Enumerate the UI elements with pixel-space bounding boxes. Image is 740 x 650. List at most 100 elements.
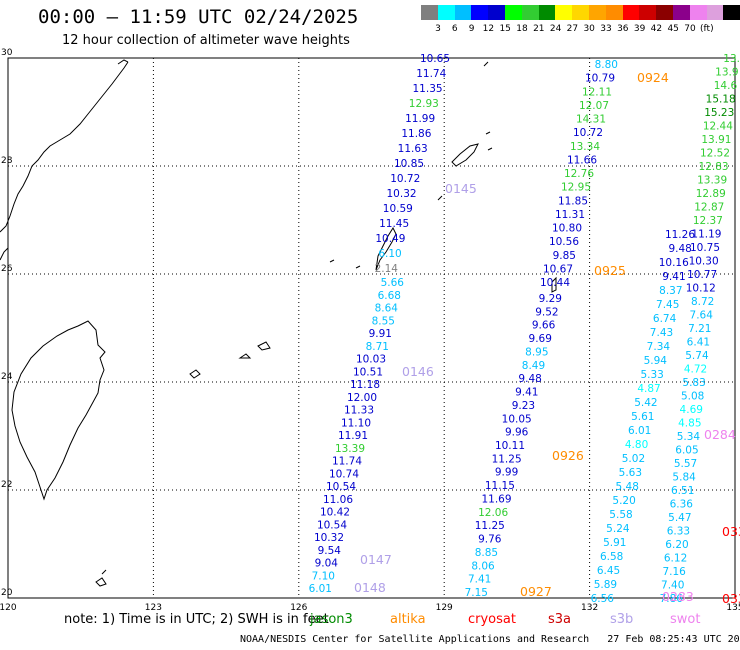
lat-tick-label: 20: [1, 588, 13, 598]
wave-height-value: 11.06: [323, 494, 353, 506]
wave-height-value: 6.05: [675, 445, 698, 457]
scale-swatch: [555, 5, 573, 20]
wave-height-value: 7.86: [660, 593, 684, 605]
wave-height-value: 2.14: [375, 263, 399, 275]
wave-height-value: 11.99: [405, 113, 435, 125]
wave-height-value: 11.26: [665, 229, 695, 241]
pass-number-label: 0924: [637, 70, 669, 85]
pass-number-label: 0927: [520, 584, 552, 599]
mission-label: swot: [670, 612, 701, 627]
wave-height-value: 5.33: [640, 369, 663, 381]
wave-height-value: 15.18: [706, 94, 736, 106]
wave-height-value: 12.06: [478, 507, 508, 519]
wave-height-value: 12.83: [699, 161, 729, 173]
wave-height-value: 7.43: [650, 327, 673, 339]
scale-swatch: [622, 5, 640, 20]
pass-number-label: 0283: [662, 589, 694, 604]
wave-height-value: 13.: [723, 53, 740, 65]
wave-height-value: 7.45: [656, 299, 679, 311]
lon-tick-label: 120: [0, 603, 17, 613]
scale-label: 30: [583, 24, 595, 34]
wave-height-value: 6.10: [378, 248, 401, 260]
wave-height-value: 6.74: [653, 313, 677, 325]
wave-height-value: 11.74: [416, 68, 446, 80]
scale-swatch: [421, 5, 438, 20]
wave-height-value: 5.61: [631, 411, 654, 423]
wave-height-value: 13.9: [715, 67, 738, 79]
footer-note: note: 1) Time is in UTC; 2) SWH is in fe…: [64, 612, 329, 627]
wave-height-value: 6.36: [670, 499, 694, 511]
wave-height-value: 10.54: [317, 519, 347, 531]
wave-height-value: 11.91: [338, 430, 368, 442]
wave-height-value: 4.87: [637, 383, 660, 395]
wave-height-value: 7.40: [661, 580, 684, 592]
scale-label: 12: [482, 24, 495, 34]
pass-number-label: 0148: [354, 580, 386, 595]
wave-height-value: 6.33: [667, 526, 690, 538]
mission-label: s3b: [610, 612, 634, 627]
lon-tick-label: 132: [581, 603, 598, 613]
coastlines: [0, 59, 557, 587]
wave-height-value: 9.41: [662, 271, 685, 283]
wave-height-value: 8.06: [471, 560, 495, 572]
wave-height-value: 10.72: [390, 173, 420, 185]
wave-height-value: 5.20: [612, 495, 635, 507]
wave-height-value: 5.94: [644, 355, 668, 367]
scale-label: 24: [549, 24, 562, 34]
wave-height-value: 11.18: [350, 379, 380, 391]
wave-height-value: 12.89: [696, 188, 726, 200]
wave-height-value: 9.29: [539, 293, 562, 305]
scale-swatch: [639, 5, 657, 20]
wave-height-value: 9.99: [495, 467, 518, 479]
wave-height-value: 5.89: [594, 579, 617, 591]
wave-height-value: 11.25: [475, 520, 505, 532]
wave-height-value: 4.85: [678, 418, 701, 430]
wave-height-value: 8.37: [659, 285, 682, 297]
wave-height-value: 10.54: [326, 481, 356, 493]
wave-height-value: 10.32: [314, 532, 344, 544]
scale-label: 27: [566, 24, 579, 34]
lon-tick-label: 123: [145, 603, 162, 613]
wave-height-value: 10.59: [383, 203, 413, 215]
wave-height-value: 5.24: [606, 523, 630, 535]
wave-height-value: 11.86: [401, 128, 431, 140]
wave-height-value: 14.31: [576, 114, 606, 126]
wave-height-value: 9.48: [518, 373, 541, 385]
wave-height-value: 5.08: [681, 391, 704, 403]
wave-height-value: 5.02: [622, 453, 645, 465]
wave-height-value: 11.63: [398, 143, 428, 155]
wave-height-value: 11.33: [344, 405, 374, 417]
wave-height-value: 11.85: [558, 195, 588, 207]
wave-height-value: 12.44: [703, 121, 733, 133]
wave-height-value: 6.51: [671, 485, 694, 497]
wave-height-value: 10.11: [495, 440, 525, 452]
wave-height-value: 12.37: [693, 215, 723, 227]
wave-height-value: 5.83: [682, 377, 705, 389]
wave-height-value: 8.71: [366, 341, 389, 353]
scale-swatch: [437, 5, 455, 20]
wave-height-value: 13.39: [335, 443, 365, 455]
wave-height-value: 6.58: [600, 551, 623, 563]
mission-label: s3a: [548, 612, 572, 627]
map-title: 00:00 – 11:59 UTC 02/24/2025: [38, 6, 359, 28]
pass-labels: 0924 0145 0925 0146 0926 0147 0148 0927 0283 0284…: [354, 70, 740, 606]
lat-tick-label: 24: [1, 372, 13, 382]
pass-number-label: 0925: [594, 263, 626, 278]
wave-height-value: 7.21: [688, 323, 711, 335]
pass-number-label: 033: [722, 591, 740, 606]
wave-height-value: 12.00: [347, 392, 377, 404]
wave-height-value: 9.85: [553, 250, 576, 262]
wave-height-value: 5.48: [616, 481, 639, 493]
lon-tick-label: 135: [726, 603, 740, 613]
wave-height-value: 11.66: [567, 154, 597, 166]
wave-height-value: 10.42: [320, 507, 350, 519]
lat-tick-label: 30: [1, 48, 13, 58]
wave-height-value: 4.80: [625, 439, 648, 451]
wave-height-value: 7.10: [312, 570, 335, 582]
scale-swatch: [538, 5, 556, 20]
scale-label: 33: [600, 24, 612, 34]
wave-height-value: 12.93: [409, 98, 439, 110]
wave-height-value: 6.01: [309, 583, 332, 595]
wave-height-value: 10.49: [375, 233, 405, 245]
